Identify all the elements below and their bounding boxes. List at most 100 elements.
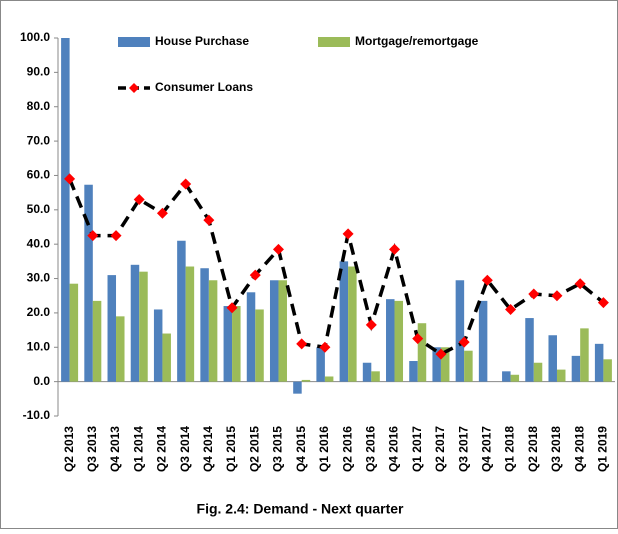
bar (464, 350, 473, 382)
x-tick-label: Q4 2015 (294, 426, 308, 472)
bar (548, 335, 557, 382)
marker (551, 290, 563, 302)
marker (87, 230, 99, 242)
bar (232, 306, 241, 382)
marker (528, 288, 540, 300)
bar (316, 347, 325, 382)
x-tick-label: Q4 2016 (387, 426, 401, 472)
y-tick-label: 80.0 (27, 99, 51, 113)
marker (226, 302, 238, 314)
bar (324, 376, 334, 382)
x-tick-label: Q3 2013 (85, 426, 99, 472)
x-tick-label: Q2 2016 (340, 426, 354, 472)
marker (481, 274, 493, 286)
x-tick-label: Q3 2014 (178, 426, 192, 472)
bar (293, 381, 302, 394)
bar (139, 271, 148, 382)
marker (272, 243, 284, 255)
bar (580, 328, 589, 382)
marker (133, 194, 145, 206)
x-tick-label: Q1 2019 (596, 426, 610, 472)
bar (162, 333, 171, 382)
bar (153, 309, 163, 382)
x-tick-label: Q4 2014 (201, 426, 215, 472)
legend-swatch (318, 37, 350, 47)
marker (156, 207, 168, 219)
bar (525, 318, 534, 382)
bar (594, 343, 604, 382)
line (67, 178, 605, 357)
marker (110, 230, 122, 242)
y-tick-label: 20.0 (27, 305, 51, 319)
bar (130, 264, 140, 382)
bar (603, 359, 612, 382)
marker (249, 269, 261, 281)
bar (556, 369, 566, 382)
bar (362, 362, 372, 382)
bar (386, 299, 395, 382)
bar (510, 374, 520, 382)
bar (417, 323, 427, 382)
x-tick-label: Q1 2015 (224, 426, 238, 472)
bar (571, 355, 581, 382)
bar (278, 280, 287, 382)
bar (371, 371, 380, 382)
marker (435, 348, 447, 360)
x-tick-label: Q1 2017 (410, 426, 424, 472)
marker (458, 336, 470, 348)
x-tick-label: Q3 2015 (271, 426, 285, 472)
bar (478, 300, 488, 382)
marker (203, 214, 215, 226)
bar (533, 362, 543, 382)
marker (574, 278, 586, 290)
bar (255, 309, 264, 382)
bar (185, 266, 195, 382)
x-tick-label: Q1 2016 (317, 426, 331, 472)
bar (440, 347, 450, 382)
bar (394, 300, 404, 382)
x-tick-label: Q4 2018 (572, 426, 586, 472)
legend-swatch (118, 37, 150, 47)
bar (92, 300, 102, 382)
x-tick-label: Q4 2017 (480, 426, 494, 472)
x-tick-label: Q2 2013 (62, 426, 76, 472)
legend-label: House Purchase (155, 34, 249, 48)
x-tick-label: Q2 2017 (433, 426, 447, 472)
bar (339, 261, 349, 382)
x-tick-label: Q2 2014 (155, 426, 169, 472)
y-tick-label: 30.0 (27, 271, 51, 285)
marker (597, 297, 609, 309)
bar (348, 266, 357, 382)
x-tick-label: Q3 2017 (456, 426, 470, 472)
bar (61, 38, 70, 382)
legend-label: Consumer Loans (155, 80, 253, 94)
bar (269, 280, 279, 382)
marker (64, 173, 76, 185)
bar (84, 184, 93, 382)
marker (389, 243, 401, 255)
marker (342, 228, 354, 240)
x-tick-label: Q3 2018 (549, 426, 563, 472)
y-tick-label: 50.0 (27, 202, 51, 216)
bar (301, 379, 311, 382)
marker (505, 303, 517, 315)
legend-label: Mortgage/remortgage (355, 34, 479, 48)
x-tick-label: Q1 2014 (131, 426, 145, 472)
y-tick-label: 0.0 (33, 374, 50, 388)
bar (432, 347, 441, 382)
marker (412, 333, 424, 345)
y-tick-label: 10.0 (27, 339, 51, 353)
bar (69, 283, 79, 382)
y-tick-label: 70.0 (27, 133, 51, 147)
y-tick-label: 60.0 (27, 168, 51, 182)
marker (180, 178, 192, 190)
y-tick-label: 90.0 (27, 65, 51, 79)
x-tick-label: Q3 2016 (363, 426, 377, 472)
bar (116, 316, 125, 382)
y-tick-label: 100.0 (20, 30, 50, 44)
y-tick-label: 40.0 (27, 236, 51, 250)
x-tick-label: Q2 2018 (526, 426, 540, 472)
legend-marker (129, 83, 139, 93)
x-tick-label: Q1 2018 (503, 426, 517, 472)
